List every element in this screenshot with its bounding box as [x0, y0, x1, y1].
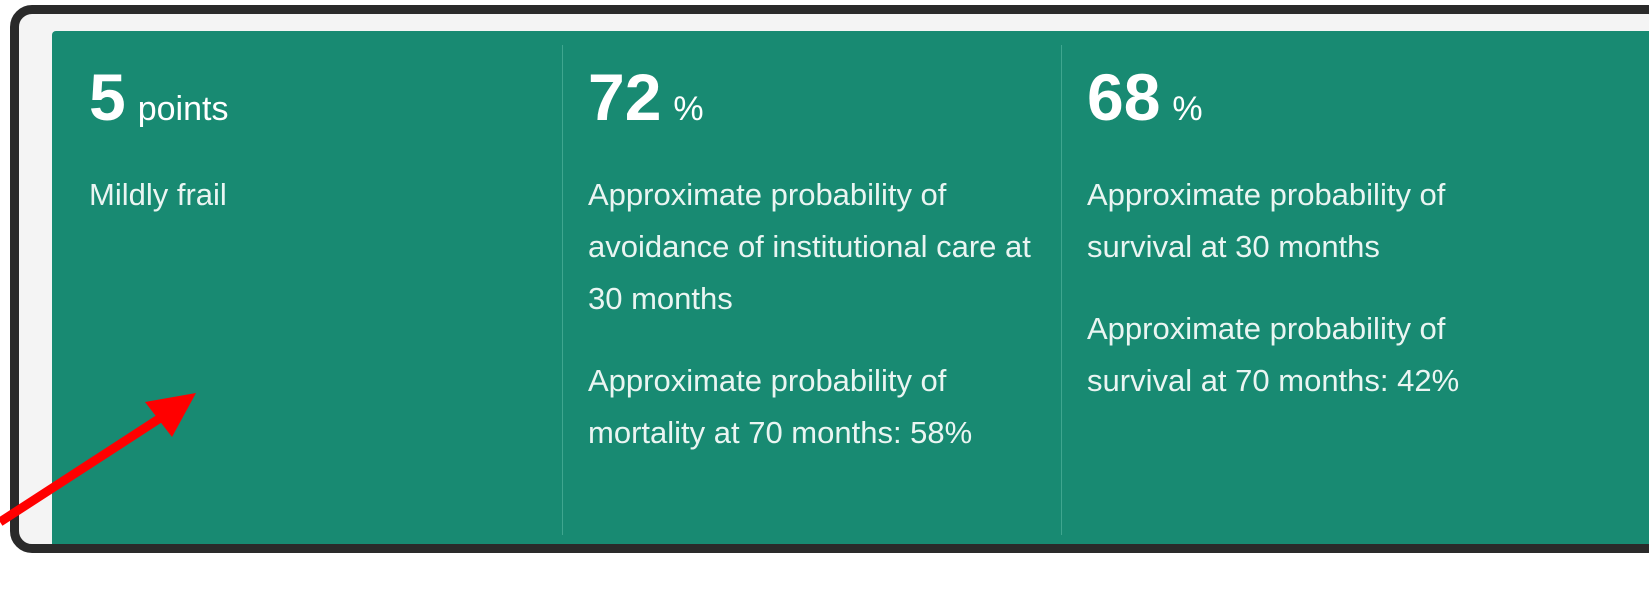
score-line: 5 points — [89, 59, 228, 135]
description-text: Approximate probability of survival at 7… — [1087, 311, 1460, 398]
description: Approximate probability of avoidance of … — [588, 169, 1033, 489]
description: Mildly frail — [89, 169, 534, 251]
description-text: Approximate probability of mortality at … — [588, 363, 973, 450]
result-column: 68% Approximate probability of survival a… — [1087, 31, 1577, 544]
arrow-shaft — [0, 409, 171, 526]
result-column: 72% Approximate probability of avoidance … — [588, 31, 1078, 544]
result-column: 5 points Mildly frail — [89, 31, 579, 544]
score-line: 68% — [1087, 59, 1203, 135]
description: Approximate probability of survival at 3… — [1087, 169, 1532, 437]
description-text: Approximate probability of avoidance of … — [588, 177, 1031, 316]
panel-frame: 5 points Mildly frail 72% Approximate probab… — [10, 5, 1649, 553]
score-line: 72% — [588, 59, 704, 135]
annotation-arrow — [0, 393, 196, 526]
description-text: Approximate probability of survival at 3… — [1087, 177, 1446, 264]
column-divider — [562, 45, 563, 535]
score-unit: % — [1172, 90, 1203, 128]
score-value: 72 — [588, 60, 662, 134]
arrow-head — [145, 393, 196, 437]
column-divider — [1061, 45, 1062, 535]
description-text: Mildly frail — [89, 177, 227, 212]
score-value: 68 — [1087, 60, 1161, 134]
score-value: 5 — [89, 60, 126, 134]
score-unit: points — [137, 90, 229, 128]
result-panel: 5 points Mildly frail 72% Approximate probab… — [52, 31, 1649, 544]
score-unit: % — [673, 90, 704, 128]
